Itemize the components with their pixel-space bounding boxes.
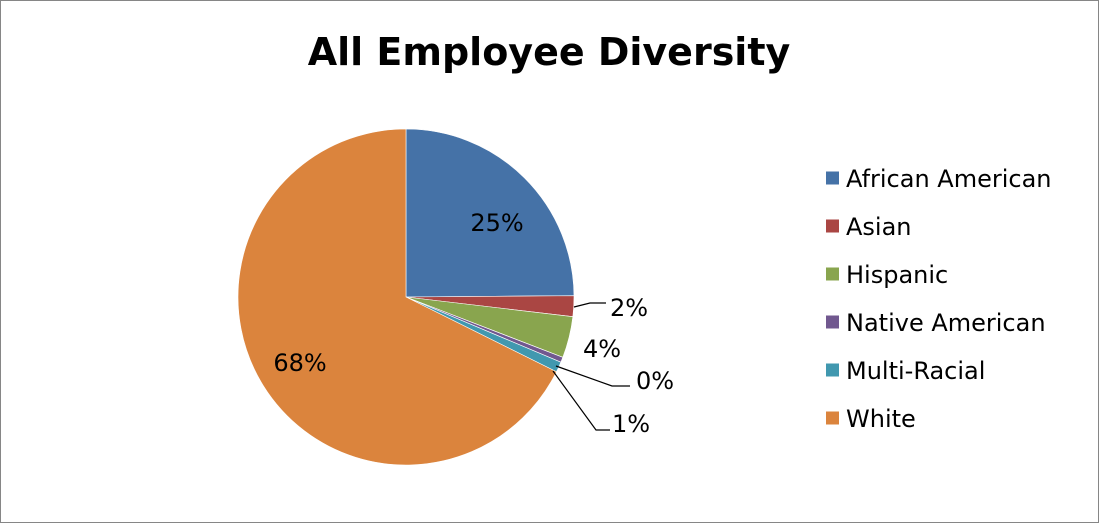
legend-swatch-3 bbox=[826, 315, 839, 329]
legend-label-4: Multi-Racial bbox=[846, 357, 985, 385]
legend-label-5: White bbox=[846, 405, 916, 433]
legend-swatch-2 bbox=[826, 267, 839, 281]
data-label-2: 4% bbox=[583, 335, 621, 363]
leader-line-3 bbox=[555, 365, 630, 387]
legend-label-0: African American bbox=[846, 165, 1052, 193]
leader-line-4 bbox=[552, 370, 610, 431]
legend-label-1: Asian bbox=[846, 213, 912, 241]
legend-swatch-0 bbox=[826, 171, 839, 185]
legend: African American Asian Hispanic Native Amer… bbox=[826, 165, 1052, 433]
data-label-1: 2% bbox=[610, 294, 648, 322]
pie-slice-african-american bbox=[405, 128, 575, 298]
legend-swatch-4 bbox=[826, 363, 839, 377]
legend-label-2: Hispanic bbox=[846, 261, 948, 289]
legend-swatch-5 bbox=[826, 411, 839, 425]
legend-label-3: Native American bbox=[846, 309, 1046, 337]
data-label-3: 0% bbox=[636, 367, 674, 395]
chart-title: All Employee Diversity bbox=[308, 30, 791, 74]
leader-lines bbox=[552, 302, 630, 431]
leader-line-1 bbox=[573, 302, 606, 308]
pie-slice-white bbox=[237, 128, 557, 466]
data-label-0: 25% bbox=[470, 209, 523, 237]
data-label-4: 1% bbox=[612, 410, 650, 438]
data-label-5: 68% bbox=[273, 349, 326, 377]
legend-swatch-1 bbox=[826, 219, 839, 233]
data-labels: 25% 2% 4% 0% 1% 68% bbox=[273, 209, 674, 438]
pie-slices bbox=[237, 128, 575, 466]
